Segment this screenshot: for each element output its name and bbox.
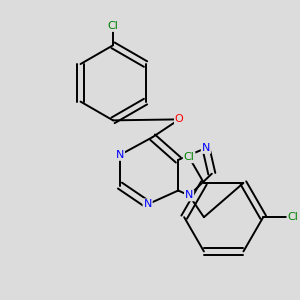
Text: N: N — [116, 150, 124, 160]
Text: N: N — [143, 199, 152, 209]
Text: Cl: Cl — [184, 152, 194, 162]
Text: Cl: Cl — [108, 21, 118, 31]
Text: Cl: Cl — [287, 212, 298, 222]
Text: O: O — [175, 114, 184, 124]
Text: N: N — [185, 190, 193, 200]
Text: N: N — [202, 143, 210, 153]
